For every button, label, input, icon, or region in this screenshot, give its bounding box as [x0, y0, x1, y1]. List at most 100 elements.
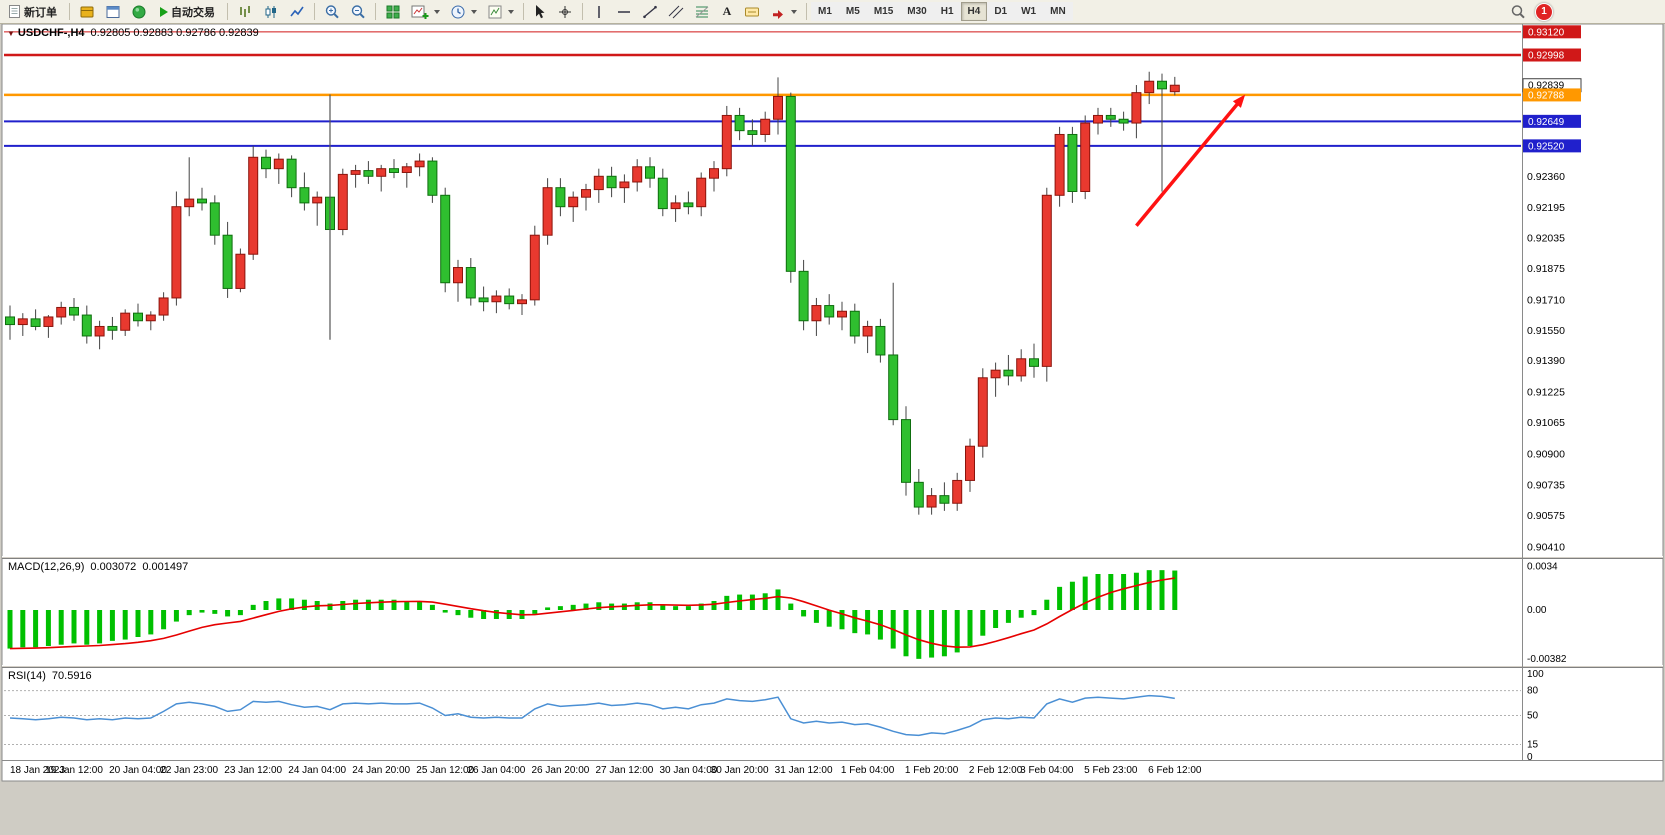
timeframe-m5-button[interactable]: M5 — [838, 2, 867, 21]
svg-text:2 Feb 12:00: 2 Feb 12:00 — [969, 765, 1023, 776]
vertical-line-icon — [598, 5, 600, 18]
chevron-down-icon — [471, 9, 477, 14]
toolbar-separator — [523, 3, 524, 20]
candlestick-chart-button[interactable] — [259, 1, 283, 22]
crosshair-button[interactable] — [553, 1, 577, 22]
tile-windows-icon — [386, 5, 400, 18]
svg-text:20 Jan 04:00: 20 Jan 04:00 — [109, 765, 167, 776]
svg-text:22 Jan 23:00: 22 Jan 23:00 — [160, 765, 218, 776]
panel-separator — [2, 665, 1663, 668]
timeframe-mn-button[interactable]: MN — [1043, 2, 1073, 21]
svg-text:3 Feb 04:00: 3 Feb 04:00 — [1020, 765, 1074, 776]
symbol-dropdown-icon[interactable]: ▼ — [7, 29, 15, 38]
svg-text:0.92998: 0.92998 — [1528, 51, 1565, 62]
cursor-icon — [536, 4, 545, 18]
svg-text:0.91225: 0.91225 — [1527, 387, 1565, 399]
svg-text:0.91550: 0.91550 — [1527, 325, 1565, 337]
svg-text:0.92360: 0.92360 — [1527, 171, 1565, 183]
toolbar-separator — [314, 3, 315, 20]
new-order-button[interactable]: 新订单 — [1, 1, 64, 22]
line-chart-button[interactable] — [285, 1, 309, 22]
trendline-button[interactable] — [638, 1, 662, 22]
auto-trading-label: 自动交易 — [171, 6, 215, 19]
zoom-in-button[interactable] — [320, 1, 344, 22]
svg-text:0.91065: 0.91065 — [1527, 417, 1565, 429]
svg-text:26 Jan 20:00: 26 Jan 20:00 — [531, 765, 589, 776]
horizontal-line-button[interactable] — [612, 1, 636, 22]
chevron-down-icon — [508, 9, 514, 14]
timeframe-m30-button[interactable]: M30 — [900, 2, 934, 21]
templates-button[interactable] — [483, 1, 518, 22]
svg-text:0.91875: 0.91875 — [1527, 263, 1565, 275]
timeframe-h1-button[interactable]: H1 — [933, 2, 961, 21]
new-order-label: 新订单 — [24, 6, 57, 19]
svg-text:25 Jan 12:00: 25 Jan 12:00 — [416, 765, 474, 776]
market-watch-icon — [80, 6, 94, 17]
svg-text:27 Jan 12:00: 27 Jan 12:00 — [595, 765, 653, 776]
toolbar-separator — [69, 3, 70, 20]
label-icon — [745, 7, 759, 16]
fibonacci-button[interactable] — [690, 1, 714, 22]
channel-button[interactable] — [664, 1, 688, 22]
shapes-button[interactable] — [766, 1, 801, 22]
svg-text:24 Jan 20:00: 24 Jan 20:00 — [352, 765, 410, 776]
text-icon: A — [722, 4, 732, 18]
svg-text:31 Jan 12:00: 31 Jan 12:00 — [775, 765, 833, 776]
timeframe-m15-button[interactable]: M15 — [866, 2, 901, 21]
periods-button[interactable] — [446, 1, 481, 22]
toolbar-separator — [375, 3, 376, 20]
svg-text:0.90900: 0.90900 — [1527, 448, 1565, 460]
svg-text:-0.00382: -0.00382 — [1527, 654, 1567, 665]
svg-text:0.92520: 0.92520 — [1528, 141, 1565, 152]
data-window-icon — [106, 5, 120, 18]
horizontal-line-icon — [618, 10, 630, 13]
candlesticks — [5, 71, 1180, 515]
search-icon — [1511, 4, 1525, 18]
bar-chart-button[interactable] — [233, 1, 257, 22]
svg-text:0.91390: 0.91390 — [1527, 355, 1565, 367]
auto-trading-button[interactable]: 自动交易 — [153, 1, 222, 22]
toolbar-separator — [227, 3, 228, 20]
notification-badge[interactable]: 1 — [1535, 2, 1553, 21]
label-button[interactable] — [740, 1, 764, 22]
svg-text:6 Feb 12:00: 6 Feb 12:00 — [1148, 765, 1202, 776]
zoom-out-button[interactable] — [346, 1, 370, 22]
bar-chart-icon — [240, 5, 250, 17]
channel-icon — [668, 5, 684, 18]
trend-arrow — [1135, 94, 1246, 227]
macd-signal-line — [9, 577, 1175, 650]
data-window-button[interactable] — [101, 1, 125, 22]
navigator-icon — [132, 5, 146, 18]
svg-text:1 Feb 04:00: 1 Feb 04:00 — [841, 765, 895, 776]
market-watch-button[interactable] — [75, 1, 99, 22]
search-button[interactable] — [1506, 1, 1530, 22]
tile-windows-button[interactable] — [381, 1, 405, 22]
svg-text:15: 15 — [1527, 740, 1539, 751]
navigator-button[interactable] — [127, 1, 151, 22]
svg-text:0.92649: 0.92649 — [1528, 117, 1565, 128]
svg-text:0.92035: 0.92035 — [1527, 233, 1565, 245]
timeframe-m1-button[interactable]: M1 — [811, 2, 839, 21]
svg-text:0.90575: 0.90575 — [1527, 510, 1565, 522]
timeframe-h4-button[interactable]: H4 — [960, 2, 988, 21]
panel-separator — [2, 556, 1663, 559]
svg-text:50: 50 — [1527, 711, 1539, 722]
chevron-down-icon — [791, 9, 797, 14]
cursor-button[interactable] — [529, 1, 551, 22]
timeframe-d1-button[interactable]: D1 — [987, 2, 1015, 21]
text-button[interactable]: A — [716, 1, 738, 22]
svg-text:0: 0 — [1527, 752, 1533, 763]
vertical-line-button[interactable] — [588, 1, 610, 22]
svg-text:0.92788: 0.92788 — [1528, 90, 1565, 101]
timeframe-w1-button[interactable]: W1 — [1014, 2, 1044, 21]
new-chart-button[interactable] — [407, 1, 444, 22]
shapes-arrow-icon — [773, 9, 783, 19]
periods-clock-icon — [451, 5, 465, 18]
rsi-levels — [4, 690, 1521, 746]
zoom-out-icon — [351, 4, 365, 18]
crosshair-icon — [559, 5, 571, 18]
